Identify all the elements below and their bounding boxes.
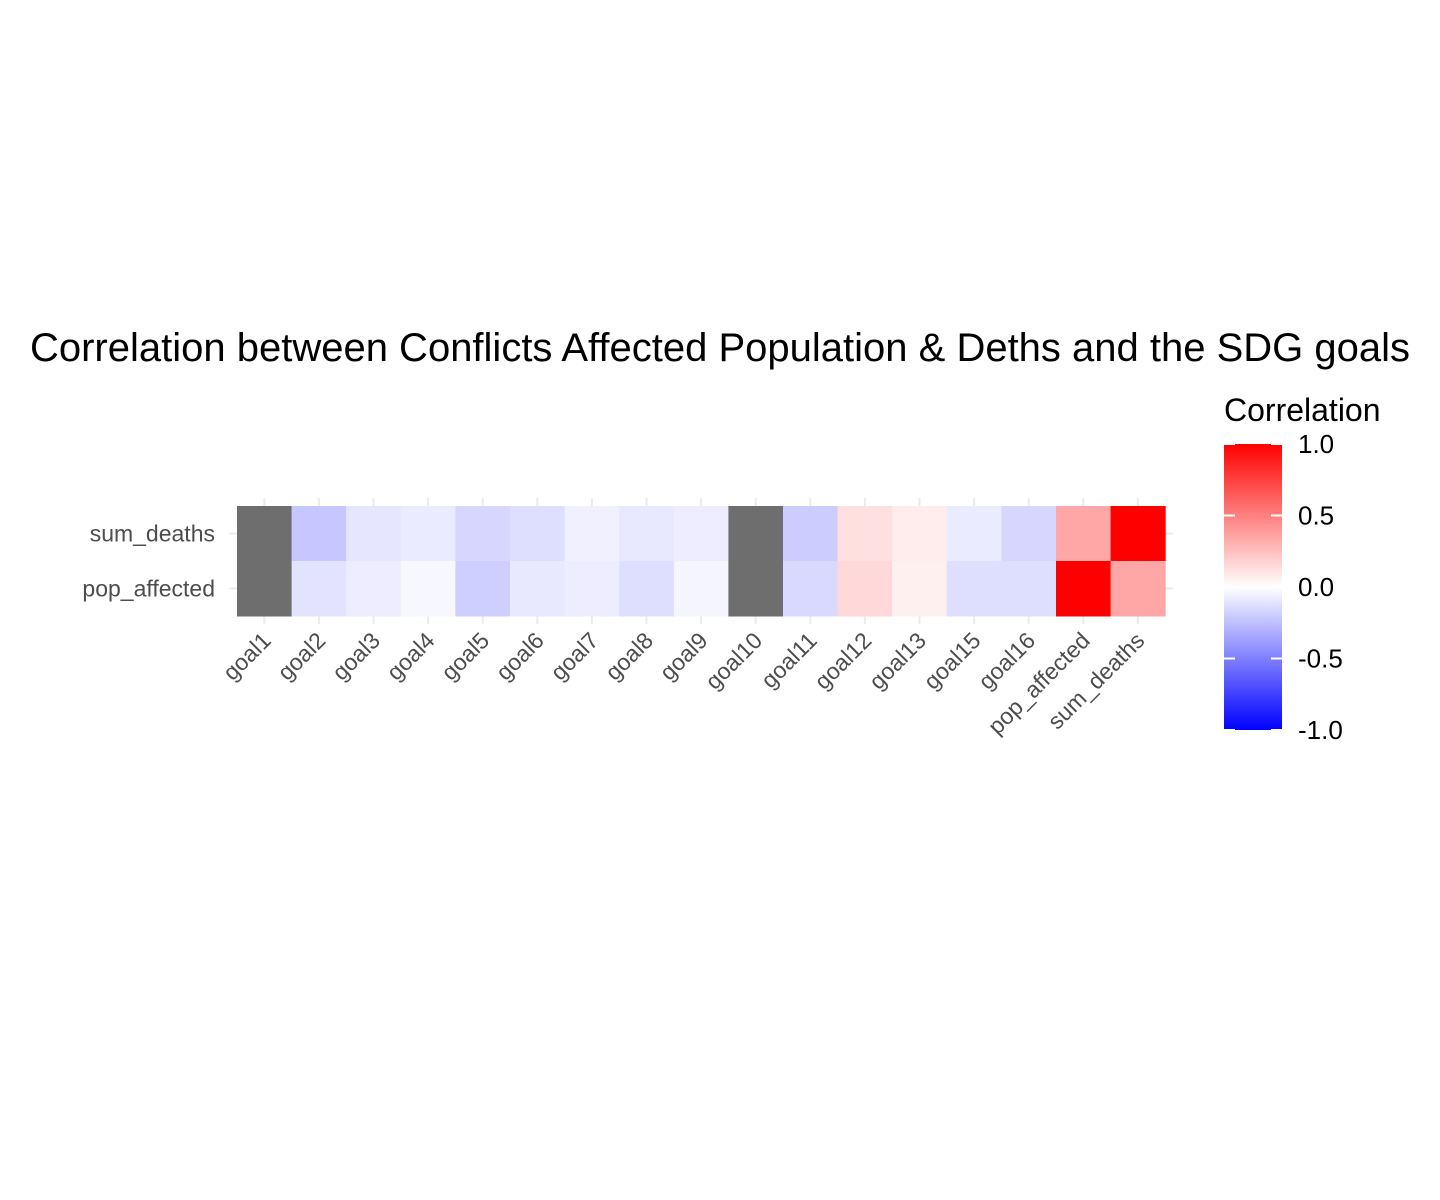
x-tick-label: goal12 [809, 627, 876, 694]
x-tick-label: goal6 [491, 627, 549, 685]
heatmap-cell-sum_deaths-goal1 [237, 506, 293, 562]
heatmap-cell-pop_affected-goal12 [837, 561, 893, 617]
x-tick-label: goal5 [436, 627, 494, 685]
heatmap-cell-pop_affected-goal3 [346, 561, 402, 617]
heatmap-cell-pop_affected-sum_deaths [1110, 561, 1166, 617]
color-legend: Correlation 1.0 0.5 0.0 -0.5 -1.0 [1224, 392, 1381, 745]
legend-tick-label: 1.0 [1298, 429, 1334, 459]
heatmap-cell-sum_deaths-goal3 [346, 506, 402, 562]
heatmap-cell-pop_affected-pop_affected [1056, 561, 1112, 617]
heatmap-cell-pop_affected-goal2 [291, 561, 347, 617]
y-axis-tick-labels: sum_deaths pop_affected [82, 521, 215, 602]
heatmap-cell-pop_affected-goal6 [510, 561, 566, 617]
heatmap-cell-sum_deaths-goal13 [892, 506, 948, 562]
heatmap-cell-pop_affected-goal1 [237, 561, 293, 617]
legend-title: Correlation [1224, 392, 1381, 428]
heatmap-cell-sum_deaths-goal7 [564, 506, 620, 562]
heatmap-cell-sum_deaths-goal6 [510, 506, 566, 562]
x-tick-label: goal11 [756, 627, 822, 693]
x-tick-label: goal10 [700, 627, 767, 694]
heatmap-cell-pop_affected-goal7 [564, 561, 620, 617]
y-tick-label: sum_deaths [90, 521, 215, 547]
heatmap-cell-sum_deaths-goal15 [946, 506, 1002, 562]
heatmap-cell-sum_deaths-goal12 [837, 506, 893, 562]
chart-title: Correlation between Conflicts Affected P… [30, 326, 1410, 370]
x-tick-label: goal2 [272, 627, 330, 685]
x-tick-label: goal3 [327, 627, 385, 685]
heatmap-cell-pop_affected-goal9 [673, 561, 729, 617]
x-tick-label: goal4 [381, 627, 439, 685]
x-axis-tick-labels: goal1goal2goal3goal4goal5goal6goal7goal8… [218, 627, 1150, 739]
y-tick-label: pop_affected [82, 576, 215, 602]
x-tick-label: goal8 [600, 627, 658, 685]
heatmap-cell-pop_affected-goal4 [400, 561, 456, 617]
x-tick-label: goal7 [545, 627, 603, 685]
legend-ticks: 1.0 0.5 0.0 -0.5 -1.0 [1224, 429, 1343, 745]
heatmap-cell-pop_affected-goal15 [946, 561, 1002, 617]
legend-tick-label: -1.0 [1298, 715, 1343, 745]
heatmap-cell-pop_affected-goal5 [455, 561, 511, 617]
legend-tick-label: 0.5 [1298, 501, 1334, 531]
heatmap-cell-sum_deaths-goal10 [728, 506, 784, 562]
heatmap-cell-pop_affected-goal10 [728, 561, 784, 617]
legend-tick-label: -0.5 [1298, 644, 1343, 674]
heatmap-cell-sum_deaths-goal5 [455, 506, 511, 562]
heatmap-cell-sum_deaths-pop_affected [1056, 506, 1112, 562]
heatmap-cell-sum_deaths-goal2 [291, 506, 347, 562]
heatmap-cell-pop_affected-goal8 [619, 561, 675, 617]
heatmap-cells [237, 506, 1166, 617]
heatmap-cell-pop_affected-goal13 [892, 561, 948, 617]
heatmap-cell-sum_deaths-goal11 [783, 506, 839, 562]
heatmap-cell-sum_deaths-goal8 [619, 506, 675, 562]
heatmap-cell-pop_affected-goal16 [1001, 561, 1057, 617]
heatmap-cell-sum_deaths-sum_deaths [1110, 506, 1166, 562]
x-tick-label: goal15 [918, 627, 985, 694]
heatmap-cell-sum_deaths-goal16 [1001, 506, 1057, 562]
x-tick-label: goal13 [864, 627, 931, 694]
x-tick-label: goal1 [218, 627, 276, 685]
heatmap-cell-sum_deaths-goal4 [400, 506, 456, 562]
heatmap-cell-pop_affected-goal11 [783, 561, 839, 617]
heatmap-cell-sum_deaths-goal9 [673, 506, 729, 562]
legend-tick-label: 0.0 [1298, 572, 1334, 602]
